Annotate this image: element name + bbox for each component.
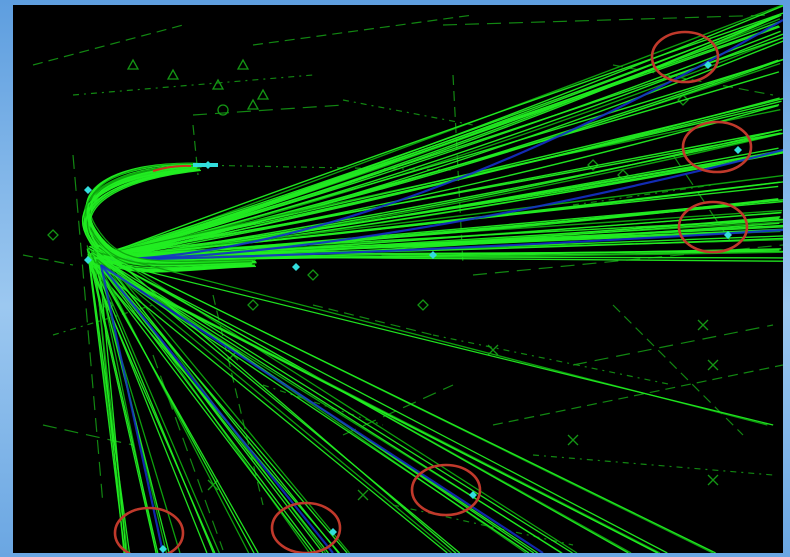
departure-track-line <box>95 262 255 553</box>
arrival-track-line <box>97 30 781 259</box>
departure-track-line <box>98 257 127 553</box>
departure-track-line <box>88 245 716 553</box>
departure-track-line <box>94 256 562 553</box>
fix-marker <box>159 545 167 553</box>
map-boundary-line <box>72 154 104 506</box>
map-boundary-line <box>432 334 674 386</box>
map-boundary-line <box>252 14 474 46</box>
fix-marker <box>429 251 437 259</box>
map-boundary-line <box>262 384 384 426</box>
departure-track-line <box>89 263 131 553</box>
map-circle-symbol <box>217 104 229 116</box>
track-core-line <box>99 264 165 553</box>
turn-entry-segment <box>152 164 192 172</box>
map-boundary-line <box>42 424 134 446</box>
departure-track-line <box>91 254 220 553</box>
map-triangle-symbol <box>211 78 225 90</box>
departure-track-line <box>86 255 314 553</box>
arrival-track-line <box>97 37 783 259</box>
departure-track-line <box>86 248 157 553</box>
map-boundary-line <box>342 384 454 436</box>
track-core-line <box>102 148 783 262</box>
arrival-track-line <box>97 98 783 257</box>
departure-track-line <box>90 257 259 553</box>
departure-track-line <box>96 253 668 553</box>
departure-track-line <box>97 259 452 553</box>
map-cross-symbol <box>357 489 369 501</box>
map-boundary-line <box>32 24 184 66</box>
departure-track-line <box>91 252 573 553</box>
map-boundary-line <box>22 254 74 266</box>
departure-track-line <box>95 258 250 553</box>
fix-marker <box>469 491 477 499</box>
arrival-track-line <box>97 15 780 257</box>
arrival-track-line <box>97 25 780 261</box>
holding-turn-track <box>85 164 252 265</box>
track-core-line <box>102 228 783 262</box>
fix-marker <box>734 146 742 154</box>
fix-marker <box>84 186 92 194</box>
map-triangle-symbol <box>246 98 260 110</box>
map-boundary-line <box>572 184 714 206</box>
arrival-track-line <box>97 104 780 264</box>
map-diamond-symbol <box>307 269 319 281</box>
map-diamond-symbol <box>417 299 429 311</box>
highlighted-fix-circle <box>410 463 482 517</box>
map-boundary-line <box>342 99 474 126</box>
fix-marker <box>704 61 712 69</box>
map-diamond-symbol <box>247 299 259 311</box>
highlighted-fix-circle <box>650 30 720 84</box>
map-diamond-symbol <box>587 159 599 171</box>
departure-track-line <box>98 246 578 553</box>
map-boundary-line <box>612 304 744 436</box>
departure-track-line <box>87 247 159 553</box>
highlighted-fix-circle <box>677 200 749 254</box>
map-triangle-symbol <box>126 58 140 70</box>
map-boundary-line <box>532 454 774 476</box>
highlighted-fix-circle <box>270 501 342 553</box>
map-cross-symbol <box>697 319 709 331</box>
map-boundary-line <box>572 324 774 366</box>
map-boundary-line <box>192 104 344 116</box>
arrival-track-line <box>97 132 783 261</box>
fix-marker <box>292 263 300 271</box>
map-boundary-line <box>442 14 774 26</box>
map-diamond-symbol <box>47 229 59 241</box>
map-cross-symbol <box>707 474 719 486</box>
departure-track-line <box>87 256 774 426</box>
holding-turn-track <box>85 168 253 272</box>
track-core-line <box>100 264 544 553</box>
map-triangle-symbol <box>236 58 250 70</box>
map-cross-symbol <box>567 434 579 446</box>
fix-marker <box>724 231 732 239</box>
map-boundary-line <box>312 304 434 336</box>
map-triangle-symbol <box>256 88 270 100</box>
departure-track-line <box>88 251 317 553</box>
arrival-track-line <box>97 129 783 261</box>
fix-marker <box>329 528 337 536</box>
track-core-line <box>102 19 783 262</box>
highlighted-fix-circle <box>113 506 185 553</box>
map-boundary-line <box>392 504 574 546</box>
radar-display <box>13 5 783 553</box>
arrival-track-line <box>97 181 783 258</box>
departure-track-line <box>88 261 659 553</box>
holding-turn-track <box>88 165 256 267</box>
departure-track-line <box>87 257 208 553</box>
map-diamond-symbol <box>677 94 689 106</box>
departure-track-line <box>87 253 126 553</box>
fix-marker <box>84 256 92 264</box>
fix-marker <box>204 161 212 169</box>
flight-track-map <box>22 5 783 553</box>
arrival-track-line <box>97 218 783 258</box>
departure-track-line <box>94 258 329 553</box>
map-cross-symbol <box>707 359 719 371</box>
departure-track-line <box>94 264 448 553</box>
highlighted-fix-circle <box>681 120 753 174</box>
holding-turn-track <box>89 162 256 262</box>
map-boundary-line <box>72 74 314 96</box>
map-triangle-symbol <box>166 68 180 80</box>
map-boundary-line <box>492 364 783 426</box>
